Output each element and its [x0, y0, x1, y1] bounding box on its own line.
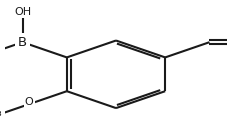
Text: OH: OH [14, 7, 31, 17]
Text: O: O [25, 97, 33, 107]
Text: B: B [18, 36, 27, 49]
Text: CH₃: CH₃ [0, 108, 3, 118]
